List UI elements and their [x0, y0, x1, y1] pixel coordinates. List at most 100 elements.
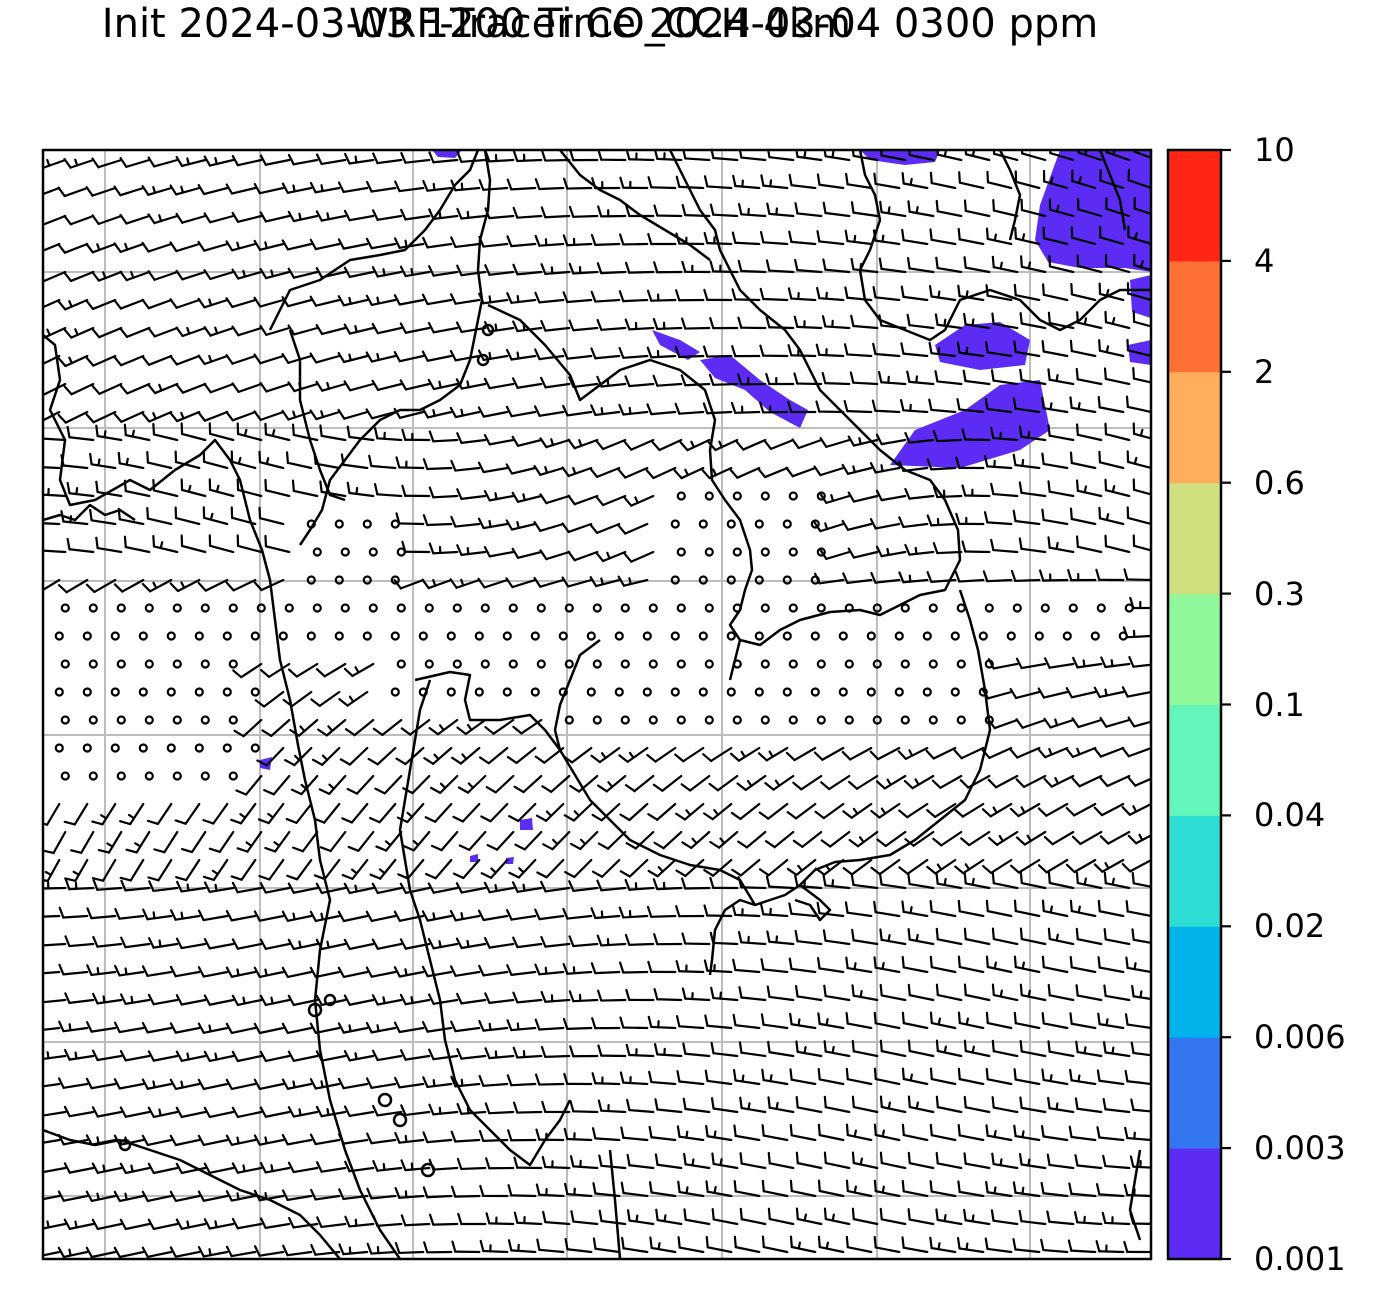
wind-barb: [147, 858, 173, 882]
wind-barb: [281, 1022, 313, 1035]
wind-barb: [647, 232, 677, 246]
wind-barb: [147, 156, 179, 168]
calm-wind-marker: [732, 491, 742, 501]
tracer-plume: [520, 818, 533, 830]
wind-barb: [988, 830, 1019, 846]
wind-barb: [169, 1190, 201, 1203]
wind-barb: [764, 830, 795, 849]
wind-barb: [337, 966, 369, 978]
wind-barb: [991, 983, 1019, 1002]
wind-barb: [365, 294, 397, 307]
wind-barb: [253, 1022, 285, 1035]
wind-barb: [787, 400, 817, 414]
wind-barb: [844, 901, 873, 918]
wind-barb: [119, 270, 151, 282]
calm-wind-marker: [922, 631, 932, 641]
calm-wind-marker: [172, 659, 182, 669]
wind-barb: [141, 410, 173, 423]
wind-barb: [393, 966, 425, 978]
wind-barb: [43, 1194, 61, 1201]
wind-barb: [962, 369, 991, 386]
wind-barb: [623, 438, 655, 451]
wind-barb: [456, 432, 487, 444]
wind-barb: [562, 404, 593, 417]
wind-barb: [393, 350, 425, 363]
wind-barb: [1065, 746, 1097, 758]
wind-barb: [813, 465, 845, 477]
calm-wind-marker: [536, 659, 546, 669]
wind-barb: [786, 858, 817, 877]
wind-barb: [563, 1072, 593, 1086]
calm-wind-marker: [88, 715, 98, 725]
wind-barb: [43, 1051, 67, 1061]
wind-barb: [709, 931, 739, 946]
wind-barb: [147, 326, 179, 338]
colorbar-segment: [1168, 926, 1221, 1038]
wind-barb: [898, 460, 929, 473]
wind-barb: [346, 425, 375, 442]
wind-barb: [822, 874, 851, 890]
wind-barb: [850, 257, 879, 274]
wind-barb: [485, 1212, 515, 1226]
wind-barb: [845, 1067, 873, 1086]
wind-barb: [817, 1179, 845, 1198]
wind-barb: [43, 158, 67, 170]
wind-barb: [1041, 508, 1069, 526]
wind-barb: [89, 508, 117, 526]
wind-barb: [705, 1124, 733, 1142]
wind-barb: [985, 899, 1013, 918]
calm-wind-marker: [872, 603, 882, 613]
wind-barb: [985, 955, 1013, 974]
colorbar-tick-label: 0.04: [1254, 796, 1326, 835]
wind-barb: [371, 379, 403, 391]
wind-barb: [366, 1132, 397, 1145]
wind-barb: [506, 178, 537, 191]
wind-barb: [928, 285, 957, 302]
calm-wind-marker: [250, 631, 260, 641]
calm-wind-marker: [614, 687, 624, 697]
wind-barb: [737, 316, 767, 330]
wind-barb: [512, 936, 543, 949]
wind-barb: [1009, 746, 1041, 759]
wind-barb: [399, 1049, 431, 1061]
wind-barb: [731, 903, 761, 918]
calm-wind-marker: [390, 687, 400, 697]
wind-barb: [875, 545, 907, 558]
wind-barb: [873, 956, 901, 974]
wind-barb: [1009, 687, 1041, 700]
wind-barb: [43, 914, 61, 918]
wind-barb: [901, 1011, 929, 1030]
wind-barb: [535, 1183, 565, 1198]
wind-barb: [597, 1099, 627, 1114]
wind-barb: [822, 929, 851, 946]
wind-barb: [819, 549, 851, 560]
wind-barb: [1102, 1041, 1131, 1058]
colorbar-segment: [1168, 1037, 1221, 1149]
wind-barb: [1009, 858, 1041, 874]
wind-barb: [343, 266, 375, 278]
wind-barb: [147, 1106, 179, 1118]
wind-barb: [963, 1152, 991, 1170]
wind-barb: [981, 688, 1013, 700]
wind-barb: [534, 1073, 565, 1086]
wind-barb: [91, 157, 123, 169]
wind-barb: [1047, 311, 1075, 330]
wind-barb: [231, 938, 263, 950]
wind-barb: [319, 830, 347, 853]
wind-barb: [542, 1210, 571, 1226]
wind-barb: [596, 262, 627, 275]
wind-barb: [1013, 955, 1041, 974]
wind-barb: [1019, 927, 1047, 946]
wind-barb: [707, 438, 739, 452]
wind-barb: [505, 909, 537, 921]
wind-barb: [793, 315, 823, 330]
wind-barb: [702, 402, 733, 415]
wind-barb: [621, 1236, 649, 1254]
wind-barb: [365, 408, 397, 420]
wind-barb: [372, 1159, 403, 1172]
wind-barb: [64, 878, 95, 891]
wind-barb: [568, 262, 599, 275]
wind-barb: [845, 1123, 873, 1142]
wind-barb: [1127, 716, 1151, 728]
calm-wind-marker: [726, 519, 736, 529]
